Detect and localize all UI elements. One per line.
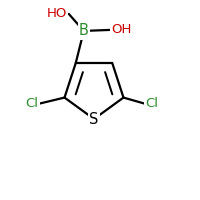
Text: Cl: Cl: [26, 97, 39, 110]
Text: Cl: Cl: [145, 97, 158, 110]
Text: S: S: [89, 112, 99, 128]
Text: HO: HO: [46, 7, 67, 20]
Text: B: B: [79, 23, 89, 38]
Text: OH: OH: [111, 23, 131, 36]
